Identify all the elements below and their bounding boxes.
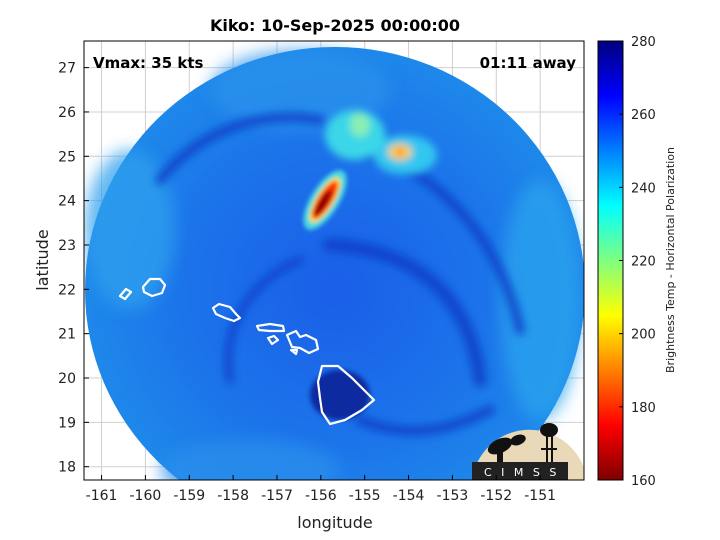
logo-dish-icon — [487, 434, 526, 462]
warm-area-west — [85, 150, 175, 310]
coast-molokai — [255, 322, 286, 333]
y-axis-ticks: 18 19 20 21 22 23 24 25 26 27 — [58, 61, 89, 476]
x-tick-label: -160 — [130, 488, 162, 504]
coast-lanai — [266, 334, 280, 346]
y-tick-label: 25 — [58, 149, 76, 165]
y-tick-label: 23 — [58, 238, 76, 254]
x-tick-label: -152 — [480, 488, 512, 504]
coast-hawaii — [316, 364, 376, 426]
x-tick-label: -156 — [305, 488, 337, 504]
cluster-n-mid — [350, 113, 370, 137]
colorbar-tick-label: 240 — [631, 181, 656, 196]
colorbar-tick-label: 280 — [631, 35, 656, 50]
colorbar-label: Brightness Temp - Horizontal Polarizatio… — [664, 147, 677, 373]
x-tick-label: -159 — [173, 488, 205, 504]
colorbar-tick-label: 160 — [631, 474, 656, 489]
cluster-ne-core — [396, 149, 404, 155]
colorbar-tick-label: 220 — [631, 255, 656, 270]
y-tick-label: 21 — [58, 327, 76, 343]
y-tick-label: 18 — [58, 460, 76, 476]
x-tick-label: -153 — [437, 488, 469, 504]
y-tick-label: 26 — [58, 105, 76, 121]
x-tick-label: -154 — [393, 488, 425, 504]
chart-title: Kiko: 10-Sep-2025 00:00:00 — [210, 16, 460, 35]
colorbar-tick-label: 200 — [631, 328, 656, 343]
coast-kahoolawe — [289, 348, 299, 356]
warm-area-south — [160, 440, 340, 480]
spiral-band-3 — [155, 112, 325, 185]
x-axis-label: longitude — [297, 513, 372, 532]
logo-text: C I M S S — [484, 466, 559, 479]
axes-frame — [83, 40, 585, 481]
coast-maui — [285, 329, 320, 355]
x-tick-label: -151 — [524, 488, 556, 504]
x-axis-ticks: -161 -160 -159 -158 -157 -156 -155 -154 -153 -152… — [86, 475, 556, 504]
cimss-logo: C I M S S — [472, 423, 584, 480]
time-away-annotation: 01:11 away — [480, 54, 577, 72]
warm-area-north — [210, 50, 390, 130]
vmax-annotation: Vmax: 35 kts — [93, 54, 203, 72]
coast-kauai — [141, 277, 167, 298]
coastlines — [118, 277, 376, 426]
logo-tower-icon — [540, 423, 558, 462]
colorbar-tick-label: 180 — [631, 401, 656, 416]
y-tick-label: 20 — [58, 371, 76, 387]
swath-disk — [85, 47, 584, 480]
x-tick-label: -155 — [349, 488, 381, 504]
spiral-band-4 — [224, 256, 304, 384]
y-tick-label: 27 — [58, 61, 76, 77]
colorbar-tick-label: 260 — [631, 108, 656, 123]
y-axis-label: latitude — [33, 229, 52, 290]
coast-oahu — [211, 302, 242, 323]
x-tick-label: -158 — [217, 488, 249, 504]
spiral-band-5 — [355, 405, 495, 436]
y-tick-label: 24 — [58, 194, 76, 210]
coast-niihau — [118, 287, 133, 301]
colorbar-ticks: 160 180 200 220 240 260 280 — [619, 35, 656, 489]
y-tick-label: 22 — [58, 282, 76, 298]
x-tick-label: -157 — [261, 488, 293, 504]
y-tick-label: 19 — [58, 415, 76, 431]
brightness-temp-field — [85, 47, 584, 480]
x-tick-label: -161 — [86, 488, 118, 504]
spiral-band-1 — [323, 238, 487, 387]
warm-area-east — [500, 180, 580, 420]
rain-band-core — [314, 190, 332, 216]
